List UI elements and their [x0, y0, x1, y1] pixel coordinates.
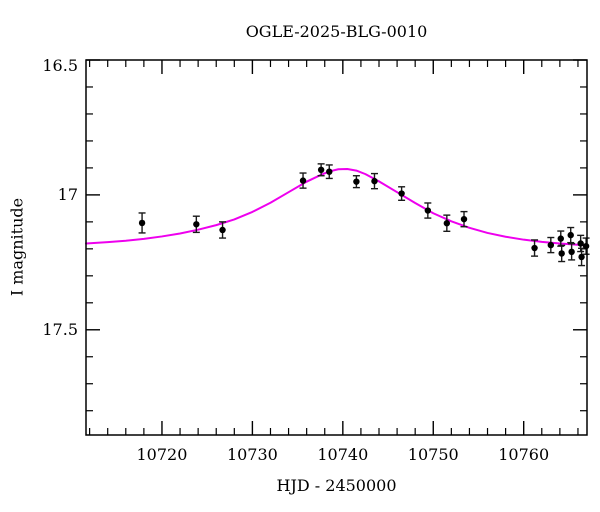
data-point: [424, 207, 432, 214]
data-point: [578, 253, 585, 261]
y-tick-label: 17: [58, 185, 78, 204]
data-point: [326, 168, 333, 175]
data-point: [531, 244, 538, 252]
x-axis-label: HJD - 2450000: [276, 476, 397, 495]
x-tick-label: 10740: [317, 445, 368, 464]
data-point: [353, 178, 360, 185]
data-point: [317, 166, 325, 174]
x-tick-label: 10760: [498, 445, 549, 464]
data-point: [460, 215, 468, 223]
data-point: [577, 240, 584, 247]
y-tick-label: 16.5: [42, 56, 78, 75]
x-tick-label: 10750: [408, 445, 459, 464]
data-point: [568, 248, 575, 256]
x-tick-label: 10730: [227, 445, 278, 464]
data-point: [582, 242, 590, 250]
y-axis-label: I magnitude: [7, 197, 27, 297]
data-point: [219, 226, 226, 234]
data-point: [558, 250, 565, 257]
data-point: [193, 221, 200, 228]
data-point: [443, 220, 451, 227]
y-tick-label: 17.5: [42, 320, 78, 339]
plot-frame: [85, 59, 588, 436]
model-curve: [85, 167, 588, 247]
data-point: [547, 241, 555, 249]
data-point: [299, 177, 307, 184]
data-point: [371, 177, 378, 185]
chart-title: OGLE-2025-BLG-0010: [245, 22, 428, 41]
data-point: [557, 235, 564, 242]
data-point: [138, 219, 146, 227]
data-point: [398, 190, 405, 197]
data-point: [567, 231, 574, 239]
x-tick-label: 10720: [137, 445, 188, 464]
